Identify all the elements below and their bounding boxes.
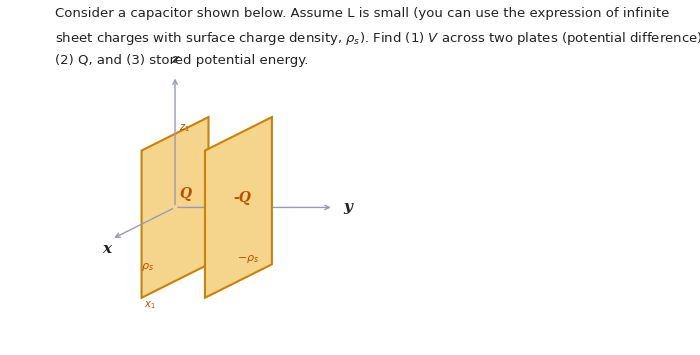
Text: z: z (172, 53, 178, 66)
Text: $x_1$: $x_1$ (144, 299, 155, 311)
Text: y: y (343, 201, 352, 214)
Text: $\rho_s$: $\rho_s$ (141, 261, 154, 273)
Text: Q: Q (179, 187, 192, 201)
Text: (2) Q, and (3) stored potential energy.: (2) Q, and (3) stored potential energy. (55, 54, 309, 67)
Polygon shape (141, 117, 209, 298)
Text: L: L (229, 213, 236, 223)
Text: $-\rho_s$: $-\rho_s$ (237, 253, 259, 265)
Text: $z_1$: $z_1$ (179, 122, 190, 133)
Text: x: x (102, 242, 111, 256)
Text: -Q: -Q (233, 191, 251, 205)
Text: Consider a capacitor shown below. Assume L is small (you can use the expression : Consider a capacitor shown below. Assume… (55, 7, 670, 20)
Text: sheet charges with surface charge density, $\rho_s$). Find (1) $V$ across two pl: sheet charges with surface charge densit… (55, 30, 700, 47)
Polygon shape (205, 117, 272, 298)
